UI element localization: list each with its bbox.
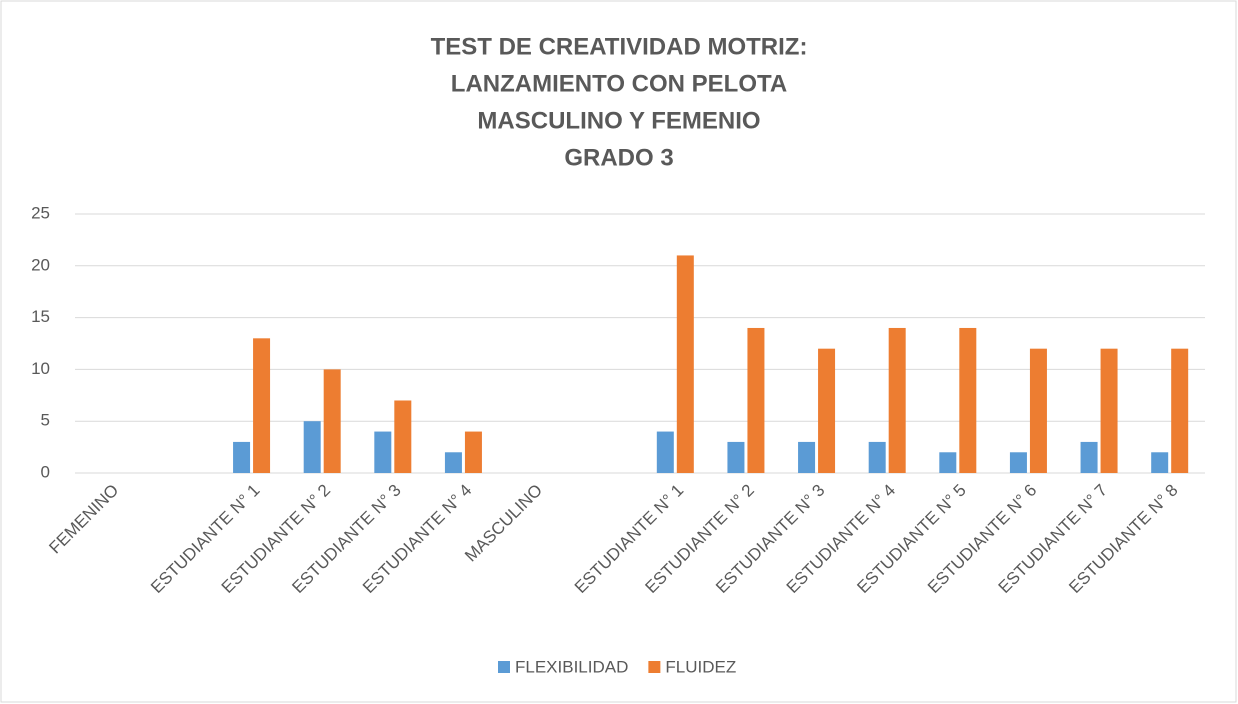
bar [1029, 348, 1047, 473]
bar [1151, 452, 1169, 473]
bar [747, 327, 765, 473]
bar [798, 441, 816, 473]
legend-swatch [648, 661, 661, 673]
chart-title: MASCULINO Y FEMENIO [477, 107, 760, 134]
bar [959, 327, 977, 473]
bar [676, 255, 694, 473]
bar [1009, 452, 1027, 473]
bar [303, 421, 321, 473]
bar [464, 431, 482, 473]
y-tick-label: 10 [31, 359, 50, 378]
bar [1171, 348, 1189, 473]
bar [727, 441, 745, 473]
legend-label: FLUIDEZ [665, 657, 736, 676]
y-tick-label: 15 [31, 307, 50, 326]
legend-label: FLEXIBILIDAD [515, 657, 628, 676]
bar [374, 431, 392, 473]
bar [656, 431, 674, 473]
bar [1100, 348, 1118, 473]
y-tick-label: 0 [41, 462, 50, 481]
chart-title: LANZAMIENTO CON PELOTA [451, 70, 787, 97]
bar [323, 369, 341, 473]
bar [394, 400, 412, 473]
chart-title: GRADO 3 [564, 144, 673, 171]
y-tick-label: 20 [31, 255, 50, 274]
y-tick-label: 25 [31, 203, 50, 222]
y-tick-label: 5 [41, 411, 50, 430]
bar [818, 348, 836, 473]
bar [868, 441, 886, 473]
bar [888, 327, 906, 473]
bar [444, 452, 462, 473]
bar [939, 452, 957, 473]
bar [1080, 441, 1098, 473]
bar [233, 441, 251, 473]
chart-title: TEST DE CREATIVIDAD MOTRIZ: [431, 33, 808, 60]
legend-swatch [498, 661, 510, 673]
bar [253, 338, 271, 473]
